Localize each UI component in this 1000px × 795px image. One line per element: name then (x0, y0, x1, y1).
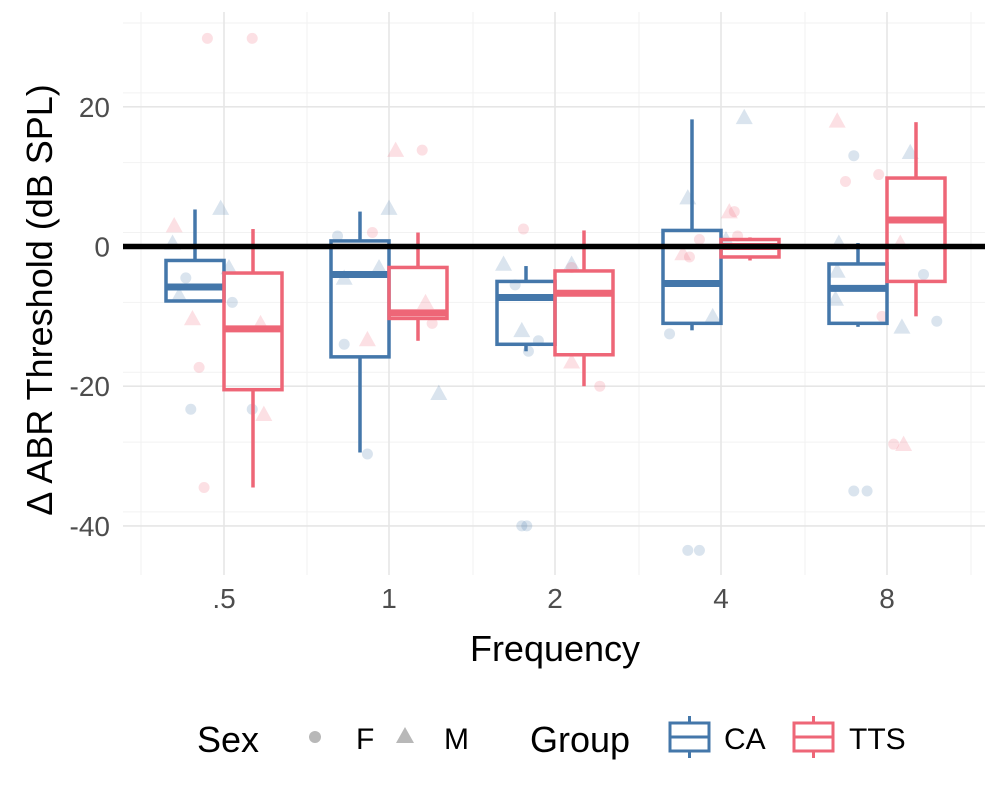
data-point-male (370, 258, 388, 275)
data-point-female (332, 230, 344, 242)
legend: Sex Group F M CA TTS (197, 716, 906, 760)
data-point-female (185, 403, 197, 415)
data-point-female (888, 438, 900, 450)
data-point-female (876, 310, 888, 322)
y-tick-label: -40 (70, 511, 110, 542)
data-point-female (848, 485, 860, 497)
box-tts-8 (885, 122, 947, 317)
data-point-male (513, 321, 531, 338)
x-tick-label: 2 (547, 583, 563, 614)
data-point-female (416, 144, 428, 156)
data-point-male (430, 384, 448, 400)
legend-group-label: CA (724, 723, 766, 756)
x-tick-label: 8 (879, 583, 895, 614)
data-point-female (682, 544, 694, 556)
box-ca-1 (329, 211, 391, 453)
data-point-male (563, 255, 581, 271)
data-point-male (735, 108, 753, 125)
data-point-male (828, 262, 846, 278)
data-point-female (693, 544, 705, 556)
data-point-male (380, 199, 398, 215)
data-point-male (895, 435, 913, 451)
data-point-female (193, 361, 205, 373)
legend-group-title: Group (530, 719, 630, 760)
box-iqr (329, 239, 391, 359)
box-ca-2 (495, 266, 557, 352)
data-point-male (720, 203, 738, 219)
y-tick-label: 0 (94, 232, 110, 263)
legend-sex-label: F (356, 723, 374, 756)
x-tick-label: 1 (381, 583, 397, 614)
data-point-male (828, 112, 846, 128)
y-axis-title: Δ ABR Threshold (dB SPL) (19, 84, 60, 516)
data-point-female (366, 227, 378, 239)
data-point-male (212, 199, 230, 215)
data-point-female (180, 272, 192, 284)
data-point-male (170, 286, 188, 303)
data-point-male (674, 244, 692, 261)
data-point-female (664, 328, 676, 340)
box-tts-2 (553, 230, 615, 387)
legend-key-circle (309, 731, 321, 743)
data-point-male (255, 405, 273, 421)
boxes-layer (164, 119, 947, 488)
box-iqr (553, 269, 615, 357)
data-point-female (728, 206, 740, 218)
data-point-female (198, 481, 210, 493)
data-point-female (517, 223, 529, 235)
data-point-female (226, 296, 238, 308)
data-point-female (361, 448, 373, 460)
box-ca-8 (827, 243, 889, 327)
y-tick-label: -20 (70, 371, 110, 402)
data-point-female (246, 32, 258, 44)
x-tick-label: .5 (212, 583, 235, 614)
legend-sex-title: Sex (197, 719, 259, 760)
x-axis-title: Frequency (470, 628, 640, 669)
data-point-male (165, 217, 183, 233)
data-point-female (848, 150, 860, 162)
data-point-male (893, 318, 911, 334)
data-point-female (516, 520, 528, 532)
box-iqr (661, 228, 723, 326)
data-point-male (563, 353, 581, 369)
box-tts-.5 (222, 229, 284, 488)
data-point-male (827, 290, 845, 306)
data-point-female (861, 485, 873, 497)
y-tick-label: 20 (79, 92, 110, 123)
data-point-male (495, 255, 513, 271)
box-ca-4 (661, 119, 723, 331)
data-point-female (594, 380, 606, 392)
legend-group-label: TTS (849, 723, 906, 756)
data-point-female (426, 317, 438, 329)
data-point-male (183, 309, 201, 326)
data-point-male (417, 293, 435, 310)
data-point-male (704, 307, 722, 324)
data-point-female (201, 32, 213, 44)
data-point-female (931, 315, 943, 327)
x-tick-label: 4 (713, 583, 729, 614)
data-point-female (873, 169, 885, 181)
box-iqr (885, 176, 947, 284)
box-tts-1 (387, 232, 449, 341)
data-point-male (358, 330, 376, 347)
data-point-female (918, 268, 930, 280)
data-point-female (683, 251, 695, 263)
box-iqr (164, 258, 226, 303)
box-iqr (827, 262, 889, 326)
data-point-female (338, 338, 350, 350)
legend-key-triangle (396, 727, 414, 743)
legend-sex-label: M (444, 723, 469, 756)
data-point-male (387, 141, 405, 157)
data-point-female (693, 234, 705, 246)
data-point-female (521, 520, 533, 532)
data-point-female (840, 176, 851, 188)
axis-layer: -40 -20 0 20 .5 1 2 4 8 (70, 92, 895, 614)
box-iqr (387, 265, 449, 321)
